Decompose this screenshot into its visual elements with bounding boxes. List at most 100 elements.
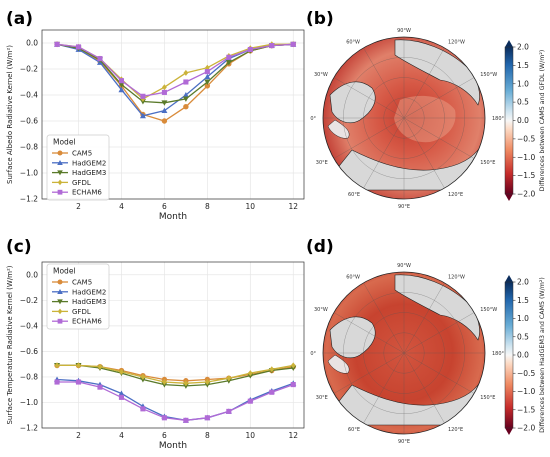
chart-c-ytick-label: −0.8	[20, 373, 38, 382]
chart-c-point-gfdl	[97, 363, 103, 370]
map-d-lon-label: 60°E	[348, 427, 360, 433]
map-d-land-america	[394, 274, 480, 341]
map-b-meridian-2	[403, 77, 475, 119]
chart-c-point-echam6	[183, 417, 189, 423]
chart-c-point-echam6	[140, 406, 146, 412]
map-b-lon-label: 90°E	[398, 204, 410, 210]
chart-a-point-cam5	[161, 118, 168, 124]
colorbar-d-top-arrow	[505, 275, 513, 282]
chart-a-xtick-label: 8	[205, 202, 210, 211]
map-b-lon-label: 120°E	[448, 192, 463, 198]
map-b-meridian-10	[333, 77, 405, 119]
chart-a-legend-title: Model	[53, 138, 76, 147]
chart-c-series-line-hadgem3	[57, 364, 294, 387]
map-b-land-iceland	[327, 119, 350, 139]
chart-c-ytick-label: 0.0	[26, 270, 38, 279]
chart-c-legend-marker-hadgem2	[57, 289, 63, 295]
map-d-lon-label: 90°E	[398, 439, 410, 445]
chart-a-point-echam6	[269, 43, 275, 49]
chart-a-ytick-label: −0.2	[20, 65, 38, 74]
colorbar-d-tick-label: −0.5	[517, 369, 535, 378]
temperature-kernel-chart: 0.0 −0.2 −0.4 −0.6 −0.8 −1.0 −1.2 2 4 6 8 10 12 Month…	[6, 261, 305, 451]
chart-c-series-line-echam6	[57, 381, 294, 421]
map-d-land-eurasia	[323, 384, 485, 426]
panel-letter-d: (d)	[306, 237, 334, 257]
chart-a-ytick-label: −0.8	[20, 143, 38, 152]
chart-a-point-hadgem3	[161, 100, 168, 106]
chart-c-legend-entry-hadgem2: HadGEM2	[72, 288, 106, 296]
chart-c-legend-entry-echam6: ECHAM6	[72, 318, 102, 326]
chart-c-point-echam6	[204, 415, 210, 421]
chart-c-point-gfdl	[162, 379, 167, 386]
map-b-meridian-11	[363, 47, 405, 119]
chart-a-legend-marker-gfdl	[57, 179, 63, 186]
map-b-lon-label: 180°	[492, 116, 505, 122]
colorbar-d-tick-label: 1.5	[517, 296, 529, 305]
chart-c-ytick-label: −0.4	[20, 321, 38, 330]
map-b-lon-labels: 90°W 120°W 150°W 180° 150°E 120°E 90°E 60°E 30°E…	[310, 28, 504, 210]
map-b-land-america	[394, 39, 480, 106]
chart-a-point-echam6	[118, 78, 125, 84]
map-d-meridian-10	[333, 312, 405, 354]
panel-letter-b: (b)	[306, 9, 334, 29]
colorbar-d: 2.0 1.5 1.0 0.5 0.0 −0.5 −1.0 −1.5 −2.0 Differenc…	[504, 275, 546, 435]
chart-c-xlabel: Month	[159, 441, 187, 451]
colorbar-d-tick-label: −2.0	[517, 424, 535, 433]
map-d-lon-label: 120°W	[448, 275, 465, 281]
chart-c-xtick-label: 6	[162, 431, 167, 440]
chart-c-point-gfdl	[140, 373, 146, 380]
map-hadgem3-minus-cam5: 90°W 120°W 150°W 180° 150°E 120°E 90°E 60°E 30°E…	[310, 263, 504, 445]
chart-c-point-gfdl	[183, 380, 189, 387]
colorbar-b-tick-label: 0.5	[517, 98, 529, 107]
chart-c-legend-box	[46, 263, 110, 330]
chart-c-point-echam6	[161, 415, 167, 421]
chart-a-point-echam6	[54, 41, 60, 47]
map-b-meridian-8	[333, 117, 405, 159]
chart-a-legend-marker-cam5	[57, 150, 63, 156]
map-d-meridian-8	[333, 352, 405, 394]
chart-a-legend-marker-echam6	[57, 189, 63, 195]
colorbar-d-tick-label: 0.5	[517, 332, 529, 341]
map-d-meridian-7	[363, 352, 405, 424]
chart-c-xtick-label: 10	[246, 431, 256, 440]
chart-a-ytick-label: −0.4	[20, 91, 38, 100]
chart-c-legend-entry-cam5: CAM5	[72, 279, 92, 287]
chart-c-legend-entry-gfdl: GFDL	[72, 308, 91, 316]
chart-c-point-gfdl	[54, 362, 60, 369]
chart-c-xtick-label: 4	[119, 431, 124, 440]
colorbar-d-tick-label: 2.0	[517, 278, 529, 287]
chart-a-point-hadgem3	[118, 82, 125, 88]
colorbar-d-tick-label: 0.0	[517, 351, 529, 360]
chart-a-legend-box	[46, 134, 110, 201]
chart-a-point-echam6	[204, 69, 210, 75]
map-d-lon-label: 90°W	[397, 263, 411, 269]
colorbar-d-label: Differences between HadGEM3 and CAM5 (W/…	[539, 277, 546, 433]
map-b-lon-label: 30°E	[316, 160, 328, 166]
chart-c-ytick-label: −0.6	[20, 347, 38, 356]
chart-c-point-gfdl	[119, 368, 124, 375]
chart-c-point-echam6	[118, 394, 125, 400]
map-d-lon-label: 30°W	[314, 307, 328, 313]
chart-c-ytick-label: −0.2	[20, 296, 38, 305]
map-d-lon-label: 60°W	[346, 275, 360, 281]
map-d-graticule	[323, 272, 485, 434]
chart-a-series-line-echam6	[56, 43, 294, 97]
panel-letter-c: (c)	[6, 237, 32, 257]
chart-a-legend-entry-gfdl: GFDL	[72, 179, 91, 187]
chart-c-point-echam6	[75, 379, 82, 385]
colorbar-b-bar	[504, 46, 514, 195]
colorbar-d-tick-label: −1.5	[517, 405, 535, 414]
panel-letter-a: (a)	[6, 9, 33, 29]
chart-c-xtick-label: 8	[205, 431, 210, 440]
chart-a-series-line-gfdl	[56, 43, 294, 100]
chart-a-legend-marker-hadgem3	[57, 170, 63, 176]
chart-a-legend-entry-hadgem2: HadGEM2	[72, 159, 106, 167]
chart-c-point-echam6	[247, 398, 253, 404]
map-b-lon-label: 60°W	[346, 40, 360, 46]
colorbar-b-tick-label: −2.0	[517, 190, 535, 199]
chart-a-point-hadgem2	[204, 73, 211, 80]
chart-a-xtick-label: 12	[288, 202, 298, 211]
map-d-lon-labels: 90°W 120°W 150°W 180° 150°E 120°E 90°E 60°E 30°E…	[310, 263, 504, 445]
